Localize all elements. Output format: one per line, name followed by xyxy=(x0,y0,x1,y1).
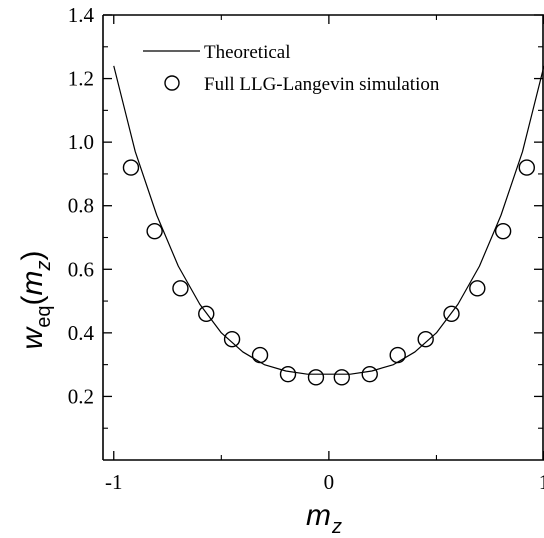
y-axis-title-close: ) xyxy=(16,251,49,261)
y-tick-label: 1.4 xyxy=(68,3,95,27)
legend-marker-circle xyxy=(164,75,180,91)
y-axis-title-main: w xyxy=(16,325,49,349)
y-tick-label: 1.0 xyxy=(68,130,94,154)
x-tick-label: 1 xyxy=(539,470,544,494)
simulation-point xyxy=(146,222,163,240)
y-axis-title-open: ( xyxy=(16,296,49,306)
x-axis-title: mz xyxy=(306,499,342,538)
x-tick-label: 0 xyxy=(324,470,335,494)
simulation-point xyxy=(279,365,297,383)
simulation-point xyxy=(361,365,378,383)
y-axis-title-arg: m xyxy=(16,271,49,296)
y-tick-label: 0.4 xyxy=(68,321,95,345)
simulation-point xyxy=(198,305,215,322)
plot-area: 0.2 0.4 0.6 0.8 1.0 1.2 1.4 -1 0 1 xyxy=(68,3,544,494)
y-tick-label: 0.2 xyxy=(68,384,94,408)
y-axis-title-argsub: z xyxy=(33,261,55,272)
series-theoretical-line xyxy=(113,65,544,375)
simulation-point xyxy=(469,280,486,297)
y-axis-title-sub: eq xyxy=(33,306,55,328)
simulation-point xyxy=(251,346,269,364)
x-axis-title-sub: z xyxy=(331,516,342,538)
simulation-point xyxy=(389,346,406,364)
simulation-point xyxy=(307,369,325,386)
y-tick-label: 0.8 xyxy=(68,194,94,218)
x-tick-label: -1 xyxy=(105,470,123,494)
simulation-point xyxy=(172,280,189,297)
simulation-point xyxy=(518,159,535,176)
y-axis-title: weq(mz) xyxy=(16,251,55,350)
svg-text:mz: mz xyxy=(306,499,342,538)
x-axis-title-main: m xyxy=(306,499,331,532)
simulation-point xyxy=(333,369,350,386)
y-tick-label: 1.2 xyxy=(68,67,94,91)
legend-label-simulation: Full LLG-Langevin simulation xyxy=(204,74,440,95)
legend: Theoretical Full LLG-Langevin simulation xyxy=(143,42,440,95)
simulation-point xyxy=(122,159,140,176)
simulation-point xyxy=(417,331,434,348)
simulation-point xyxy=(223,331,241,348)
y-tick-label: 0.6 xyxy=(68,257,94,281)
simulation-point xyxy=(494,222,512,240)
svg-text:weq(mz): weq(mz) xyxy=(16,251,55,350)
simulation-point xyxy=(443,305,460,322)
legend-label-theoretical: Theoretical xyxy=(204,42,291,63)
